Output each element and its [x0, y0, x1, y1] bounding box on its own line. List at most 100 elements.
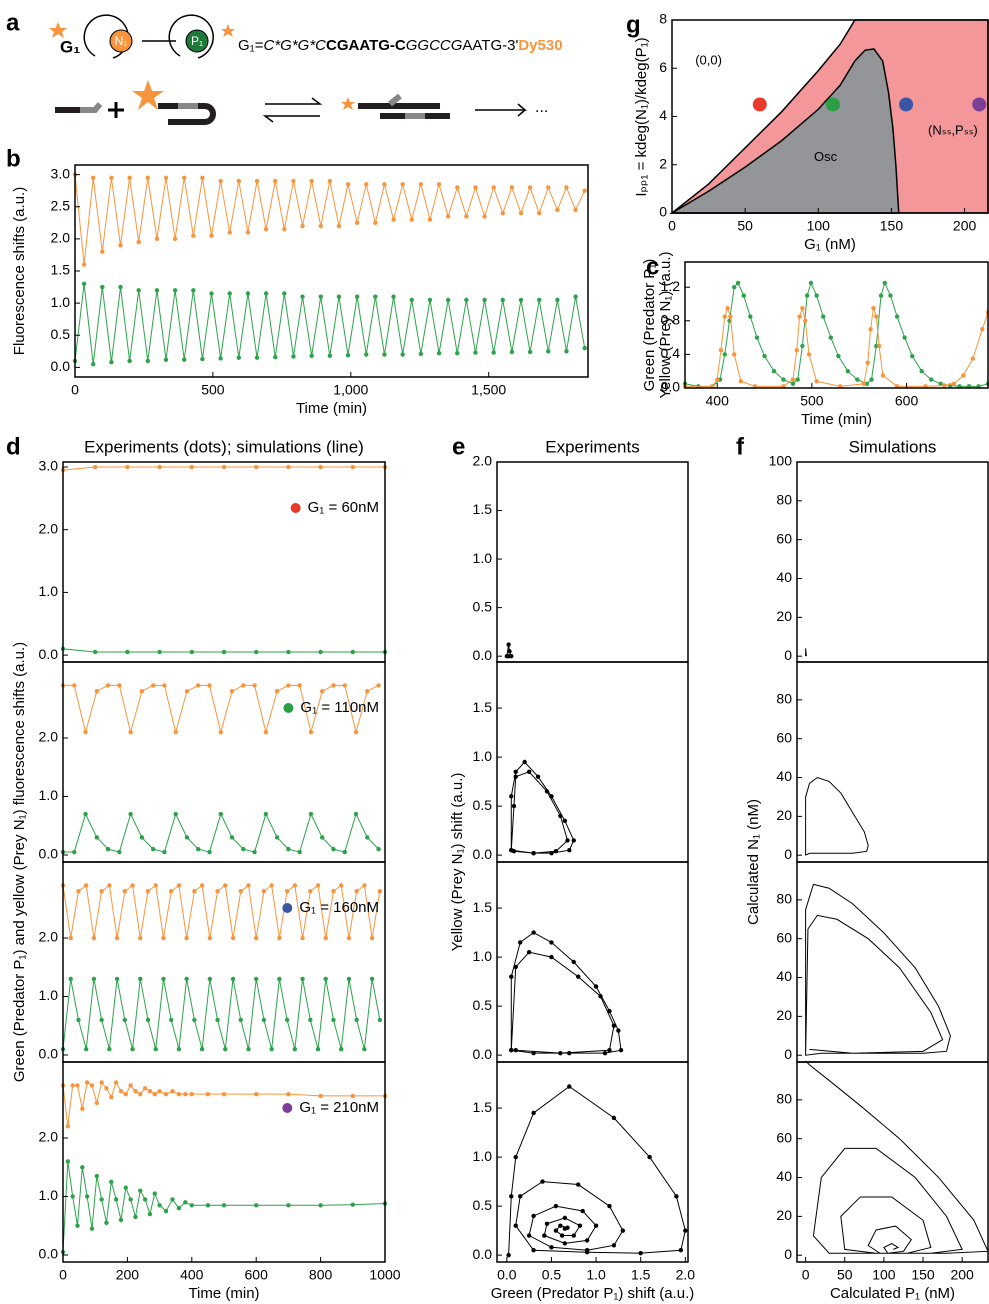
seq-part: CGAATG-C: [326, 37, 406, 54]
data-point: [153, 1191, 157, 1195]
data-point: [573, 208, 577, 212]
data-point: [285, 1018, 289, 1022]
data-point: [567, 848, 571, 852]
x-tick-label: 0: [59, 1267, 67, 1283]
y-tick-label: 0.5: [473, 1197, 493, 1213]
data-point: [218, 356, 222, 360]
data-point: [564, 349, 568, 353]
x-tick-label: 800: [309, 1267, 333, 1283]
data-point: [410, 217, 414, 221]
data-point: [607, 1048, 611, 1052]
data-point: [647, 1155, 651, 1159]
data-point: [961, 373, 965, 377]
data-point: [573, 294, 577, 298]
y-tick-label: 1.0: [473, 550, 493, 566]
data-point: [514, 965, 518, 969]
region-label: (Nₛₛ,Pₛₛ): [928, 122, 978, 137]
data-point: [196, 847, 200, 851]
data-point: [522, 760, 526, 764]
data-point: [607, 1204, 611, 1208]
x-tick-label: 1.5: [631, 1267, 651, 1283]
data-point: [128, 1083, 132, 1087]
data-point: [554, 1228, 558, 1232]
data-point: [980, 327, 984, 331]
panel-title: Experiments (dots); simulations (line): [84, 437, 364, 456]
data-point: [507, 649, 511, 653]
y-tick-label: 1.5: [473, 1099, 493, 1115]
data-point: [791, 382, 795, 386]
data-point: [638, 1251, 642, 1255]
plus: [108, 102, 124, 118]
data-point: [130, 1047, 134, 1051]
p1-label: P₁: [191, 34, 203, 48]
data-point: [169, 1018, 173, 1022]
y-tick-label: 1.5: [473, 899, 493, 915]
plot-frame: [497, 862, 688, 1062]
data-point: [237, 179, 241, 183]
data-point: [182, 357, 186, 361]
data-point: [100, 250, 104, 254]
seq-part: AATG-3': [462, 37, 518, 54]
data-point: [218, 179, 222, 183]
data-point: [807, 352, 811, 356]
data-point: [143, 1197, 147, 1201]
data-point: [762, 354, 766, 358]
data-point: [208, 936, 212, 940]
data-point: [237, 356, 241, 360]
series-line: [685, 308, 988, 386]
data-point: [300, 224, 304, 228]
data-point: [264, 227, 268, 231]
data-point: [514, 770, 518, 774]
y-axis-label: Calculated N₁ (nM): [745, 799, 762, 925]
data-point: [910, 354, 914, 358]
page: {"diagram": {"panel_label": "a", "g1": "…: [0, 0, 989, 1304]
data-point: [376, 847, 380, 851]
data-point: [621, 1228, 625, 1232]
data-point: [246, 883, 250, 887]
y-tick-label: 0: [784, 647, 792, 663]
data-point: [881, 373, 885, 377]
y-tick-label: 0.0: [51, 358, 71, 374]
data-point: [929, 377, 933, 381]
data-point: [76, 1018, 80, 1022]
data-point: [264, 291, 268, 295]
data-point: [582, 346, 586, 350]
data-point: [155, 237, 159, 241]
data-point: [549, 955, 553, 959]
y-tick-label: 1.5: [473, 699, 493, 715]
data-point: [558, 1051, 562, 1055]
data-point: [572, 838, 576, 842]
data-point: [264, 812, 268, 816]
condition-dot: [282, 903, 292, 913]
data-point: [578, 1224, 582, 1228]
series-line: [806, 778, 869, 856]
data-point: [170, 1197, 174, 1201]
data-point: [877, 344, 881, 348]
data-point: [128, 730, 132, 734]
data-point: [239, 889, 243, 893]
data-point: [564, 185, 568, 189]
x-tick-label: 200: [116, 1267, 140, 1283]
y-tick-label: 0.5: [51, 326, 71, 342]
data-point: [254, 1092, 258, 1096]
data-point: [715, 377, 719, 381]
data-point: [772, 369, 776, 373]
data-point: [83, 812, 87, 816]
data-point: [536, 775, 540, 779]
data-point: [800, 344, 804, 348]
data-point: [66, 1124, 70, 1128]
y-tick-label: 0: [659, 204, 667, 220]
y-tick-label: 40: [776, 768, 792, 784]
data-point: [347, 977, 351, 981]
y-tick-label: 20: [776, 807, 792, 823]
data-point: [219, 730, 223, 734]
y-tick-label: 1.5: [51, 262, 71, 278]
data-point: [364, 182, 368, 186]
data-point: [400, 352, 404, 356]
data-point: [285, 889, 289, 893]
data-point: [814, 293, 818, 297]
condition-dot: [753, 97, 767, 111]
data-point: [545, 1222, 549, 1226]
data-point: [164, 1209, 168, 1213]
data-point: [206, 1092, 210, 1096]
